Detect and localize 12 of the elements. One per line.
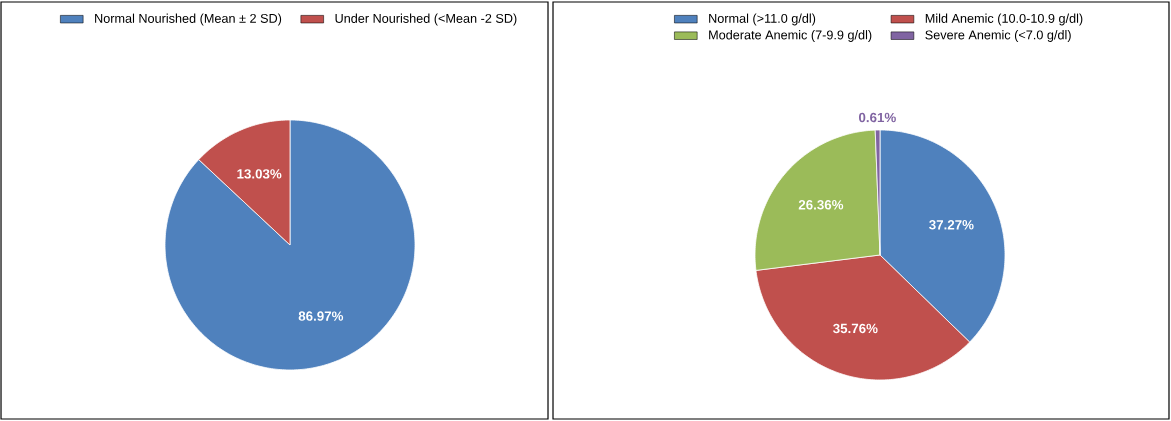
data-label: 26.36% [798,200,844,210]
legend-label: Normal Nourished (Mean ± 2 SD) [95,13,282,26]
data-label: 86.97% [298,311,344,321]
legend-label: Under Nourished (<Mean -2 SD) [335,13,517,26]
data-label: 35.76% [833,323,878,334]
legend-label: Severe Anemic (<7.0 g/dl) [925,30,1071,42]
data-label: 0.61% [858,112,896,123]
legend-label: Mild Anemic (10.0-10.9 g/dl) [925,13,1083,26]
data-label: 13.03% [237,169,282,179]
legend-label: Normal (>11.0 g/dl) [709,13,816,26]
legend-label: Moderate Anemic (7-9.9 g/dl) [709,30,872,42]
data-label: 37.27% [929,220,974,230]
